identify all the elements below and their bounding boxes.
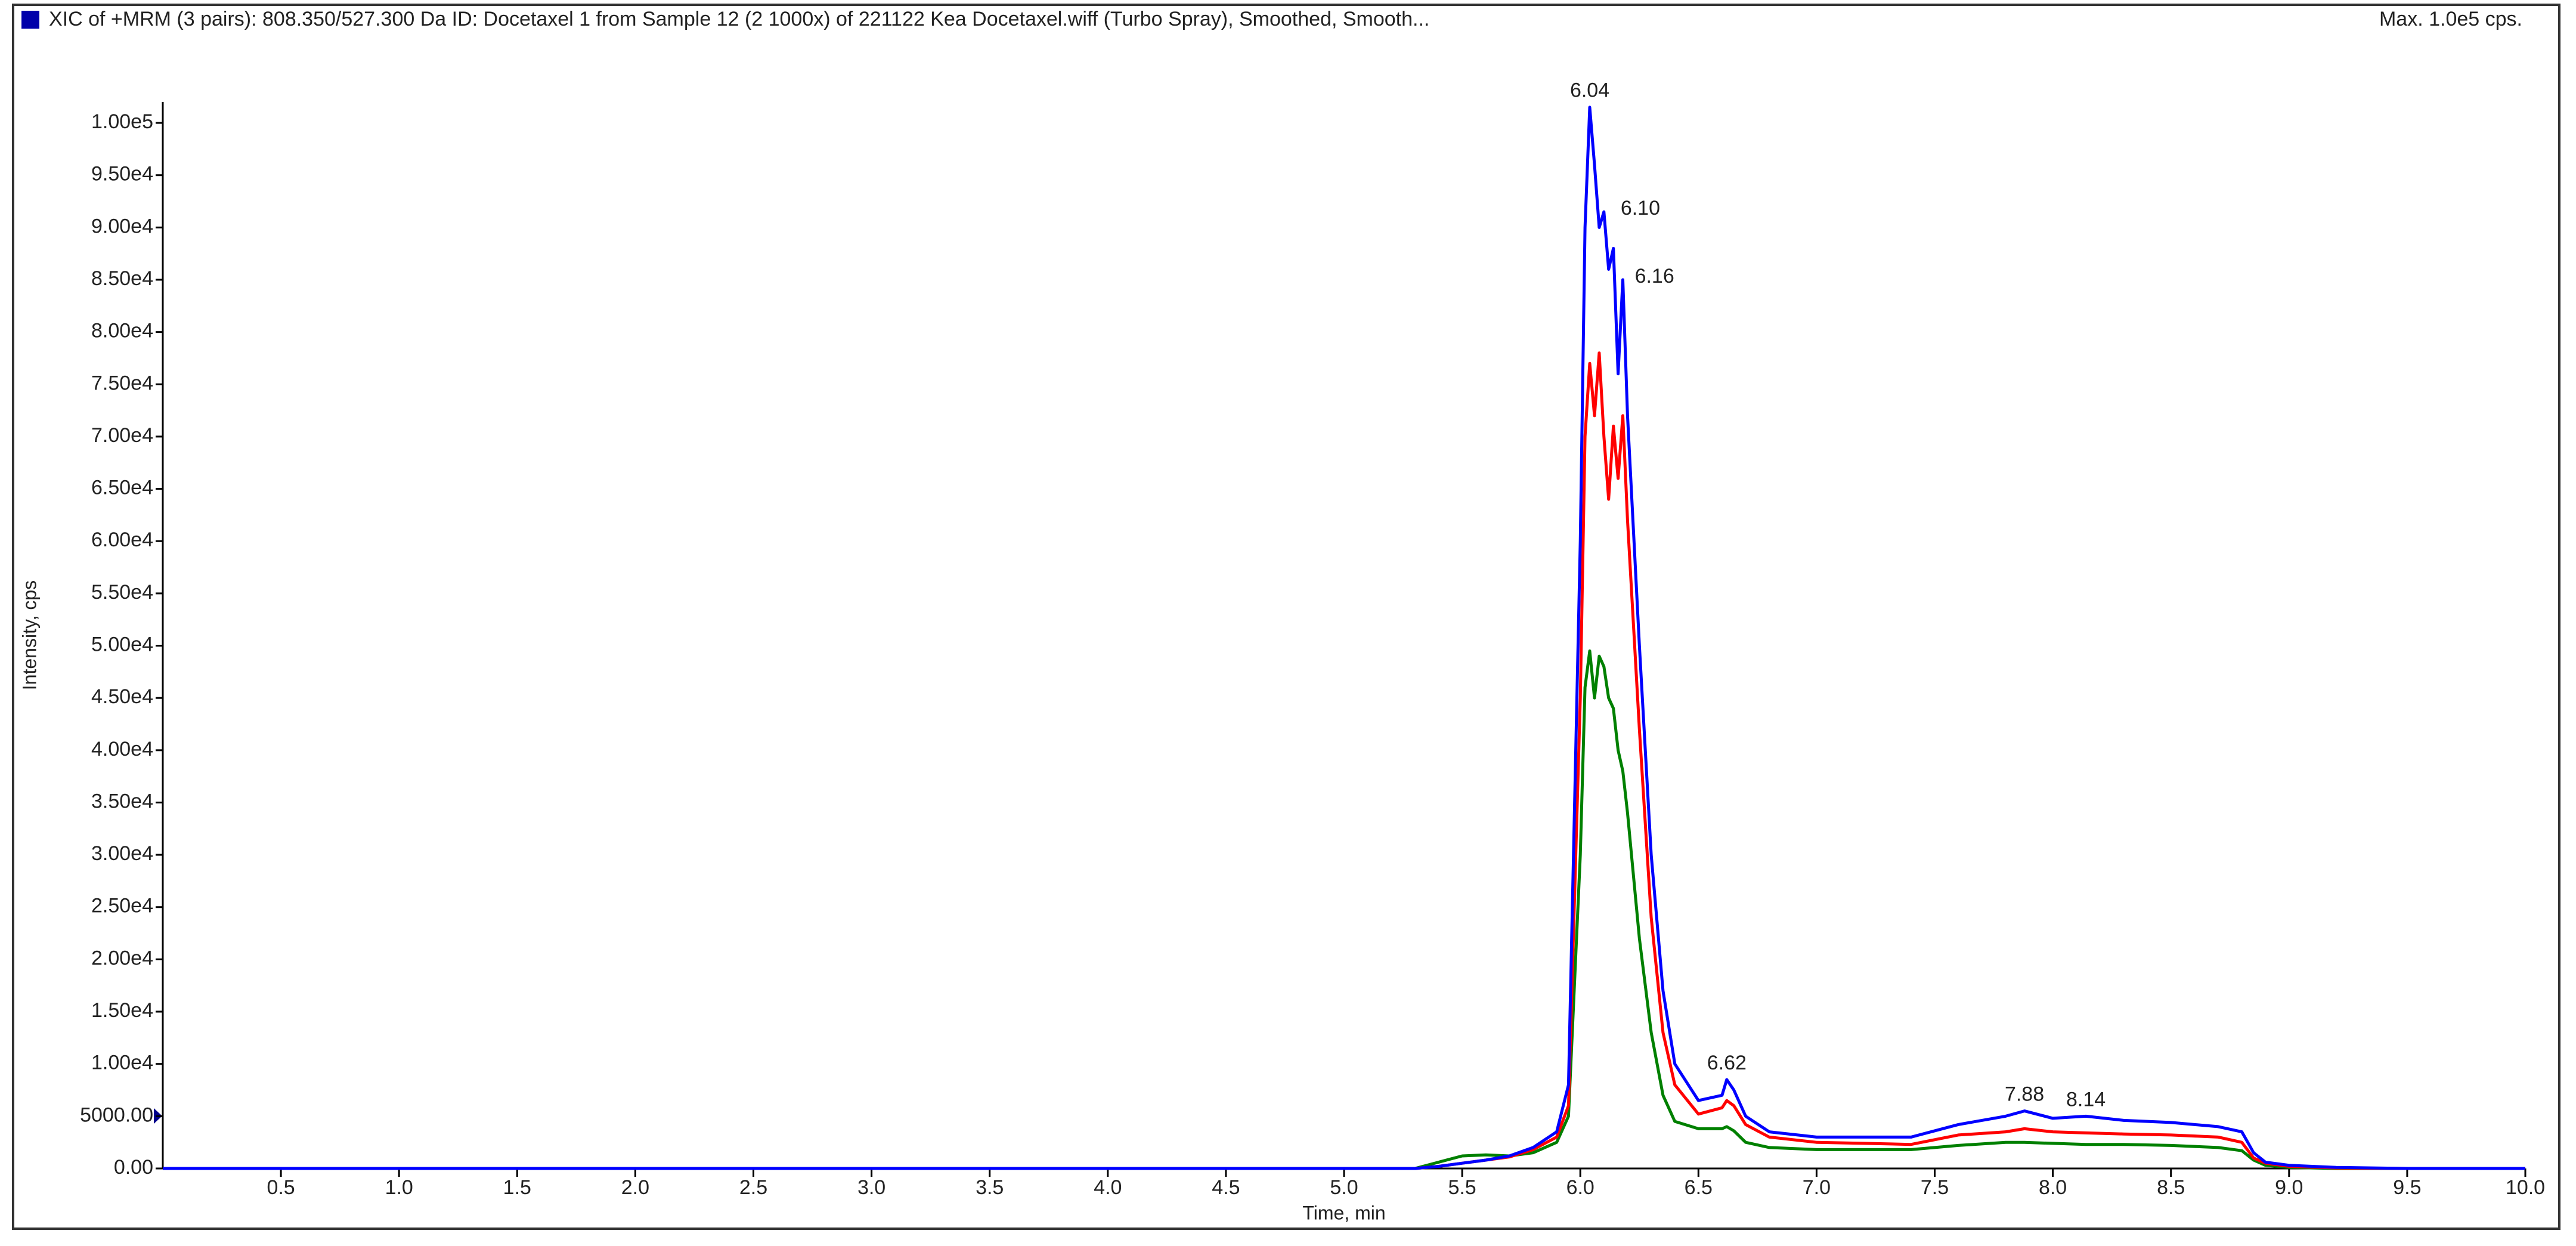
trace-icon xyxy=(21,11,39,29)
y-tick-label: 8.50e4 xyxy=(91,267,153,290)
x-tick-label: 4.5 xyxy=(1212,1176,1240,1199)
x-tick-label: 7.0 xyxy=(1803,1176,1831,1199)
x-tick-label: 7.5 xyxy=(1921,1176,1949,1199)
y-tick-label: 5.50e4 xyxy=(91,581,153,604)
x-tick-label: 5.0 xyxy=(1330,1176,1358,1199)
y-tick-label: 1.50e4 xyxy=(91,999,153,1022)
trace-line xyxy=(163,351,2525,1170)
frame xyxy=(12,4,2560,1230)
y-tick-label: 7.00e4 xyxy=(91,424,153,447)
y-tick-label: 1.00e5 xyxy=(91,110,153,133)
y-tick-label: 2.50e4 xyxy=(91,895,153,917)
x-tick-label: 9.5 xyxy=(2393,1176,2421,1199)
x-tick-label: 9.0 xyxy=(2275,1176,2303,1199)
x-tick-label: 10.0 xyxy=(2506,1176,2545,1199)
y-tick-label: 5000.00 xyxy=(80,1103,153,1126)
y-tick-label: 4.00e4 xyxy=(91,738,153,760)
peak-label: 6.16 xyxy=(1635,265,1674,287)
x-tick-label: 1.5 xyxy=(503,1176,531,1199)
y-tick-label: 3.50e4 xyxy=(91,790,153,812)
peak-label: 8.14 xyxy=(2066,1088,2106,1111)
x-tick-label: 8.0 xyxy=(2039,1176,2067,1199)
x-tick-label: 0.5 xyxy=(267,1176,295,1199)
x-tick-label: 4.0 xyxy=(1094,1176,1122,1199)
y-tick-label: 4.50e4 xyxy=(91,685,153,708)
chart-subtitle: Max. 1.0e5 cps. xyxy=(2379,8,2522,30)
x-tick-label: 6.5 xyxy=(1685,1176,1713,1199)
chart-title: XIC of +MRM (3 pairs): 808.350/527.300 D… xyxy=(49,8,1429,30)
x-tick-label: 3.0 xyxy=(857,1176,886,1199)
y-tick-label: 6.50e4 xyxy=(91,477,153,499)
y-tick-label: 8.00e4 xyxy=(91,320,153,342)
y-tick-label: 2.00e4 xyxy=(91,947,153,969)
x-tick-label: 2.5 xyxy=(739,1176,767,1199)
y-tick-label: 9.00e4 xyxy=(91,215,153,237)
peak-label: 6.10 xyxy=(1621,197,1660,219)
y-tick-label: 7.50e4 xyxy=(91,372,153,394)
y-tick-label: 5.00e4 xyxy=(91,633,153,656)
peak-label: 6.62 xyxy=(1707,1052,1747,1074)
y-axis-label: Intensity, cps xyxy=(18,580,40,690)
x-tick-label: 5.5 xyxy=(1448,1176,1476,1199)
x-tick-label: 6.0 xyxy=(1566,1176,1594,1199)
y-tick-label: 1.00e4 xyxy=(91,1052,153,1074)
y-tick-label: 9.50e4 xyxy=(91,163,153,185)
peak-label: 6.04 xyxy=(1570,79,1609,102)
x-tick-label: 2.0 xyxy=(621,1176,649,1199)
trace-line xyxy=(163,649,2525,1170)
x-tick-label: 1.0 xyxy=(385,1176,413,1199)
trace-line xyxy=(163,106,2525,1170)
x-axis-label: Time, min xyxy=(1302,1202,1385,1223)
peak-label: 7.88 xyxy=(2005,1083,2044,1106)
y-tick-label: 6.00e4 xyxy=(91,528,153,551)
x-tick-label: 3.5 xyxy=(976,1176,1004,1199)
y-tick-label: 0.00 xyxy=(114,1156,153,1179)
y-tick-label: 3.00e4 xyxy=(91,842,153,865)
x-tick-label: 8.5 xyxy=(2157,1176,2185,1199)
